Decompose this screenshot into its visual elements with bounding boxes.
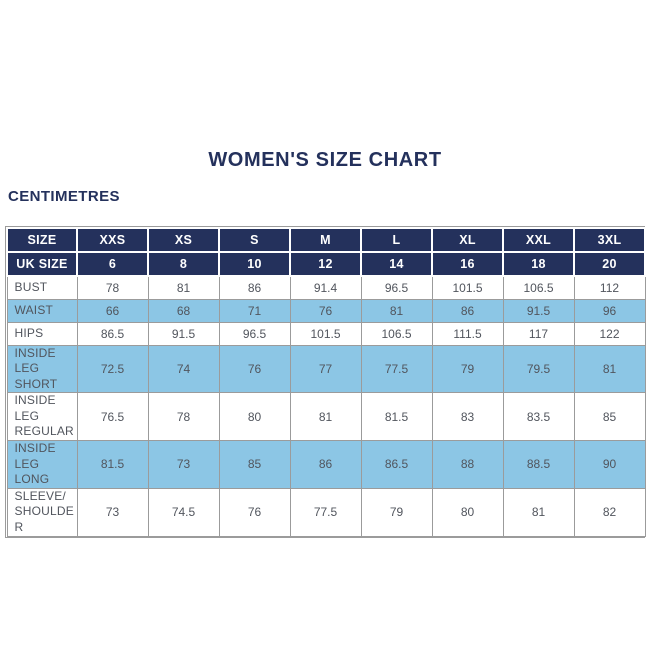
uk-size-value: 18 <box>502 251 575 277</box>
uk-size-value: 20 <box>573 251 646 277</box>
header-cell-l: L <box>360 227 433 253</box>
header-row-uk-size: UK SIZE 6 8 10 12 14 16 18 20 <box>6 251 646 277</box>
uk-size-value: 6 <box>76 251 149 277</box>
cell-value: 68 <box>147 298 220 323</box>
uk-size-value: 14 <box>360 251 433 277</box>
cell-value: 81 <box>289 392 362 442</box>
cell-value: 91.4 <box>289 275 362 300</box>
cell-value: 76 <box>218 344 291 394</box>
uk-size-value: 10 <box>218 251 291 277</box>
cell-value: 86 <box>431 298 504 323</box>
cell-value: 74.5 <box>147 487 220 537</box>
cell-value: 73 <box>147 440 220 489</box>
uk-size-value: 16 <box>431 251 504 277</box>
uk-size-value: 8 <box>147 251 220 277</box>
cell-value: 76.5 <box>76 392 149 442</box>
cell-value: 79 <box>431 344 504 394</box>
row-label: BUST <box>6 275 78 300</box>
cell-value: 85 <box>573 392 646 442</box>
cell-value: 76 <box>218 487 291 537</box>
cell-value: 76 <box>289 298 362 323</box>
table-row-sleeve-shoulder: SLEEVE/ SHOULDER 73 74.5 76 77.5 79 80 8… <box>6 487 646 537</box>
table-row-waist: WAIST 66 68 71 76 81 86 91.5 96 <box>6 298 646 323</box>
row-label: HIPS <box>6 321 78 346</box>
header-cell-3xl: 3XL <box>573 227 646 253</box>
header-cell-xs: XS <box>147 227 220 253</box>
cell-value: 77.5 <box>289 487 362 537</box>
cell-value: 85 <box>218 440 291 489</box>
table-row-inside-leg-short: INSIDE LEG SHORT 72.5 74 76 77 77.5 79 7… <box>6 344 646 394</box>
cell-value: 101.5 <box>289 321 362 346</box>
cell-value: 81 <box>573 344 646 394</box>
header-cell-xxl: XXL <box>502 227 575 253</box>
cell-value: 74 <box>147 344 220 394</box>
units-label: CENTIMETRES <box>8 188 120 205</box>
header-cell-s: S <box>218 227 291 253</box>
row-label: INSIDE LEG REGULAR <box>6 392 78 442</box>
row-label: WAIST <box>6 298 78 323</box>
cell-value: 122 <box>573 321 646 346</box>
row-label: INSIDE LEG LONG <box>6 440 78 489</box>
cell-value: 96.5 <box>360 275 433 300</box>
cell-value: 83.5 <box>502 392 575 442</box>
row-label: INSIDE LEG SHORT <box>6 344 78 394</box>
cell-value: 71 <box>218 298 291 323</box>
cell-value: 77 <box>289 344 362 394</box>
cell-value: 80 <box>431 487 504 537</box>
cell-value: 111.5 <box>431 321 504 346</box>
uk-size-value: 12 <box>289 251 362 277</box>
cell-value: 78 <box>147 392 220 442</box>
header-row-size: SIZE XXS XS S M L XL XXL 3XL <box>6 227 646 253</box>
cell-value: 78 <box>76 275 149 300</box>
cell-value: 81 <box>502 487 575 537</box>
cell-value: 86 <box>218 275 291 300</box>
cell-value: 81.5 <box>76 440 149 489</box>
cell-value: 86.5 <box>76 321 149 346</box>
cell-value: 82 <box>573 487 646 537</box>
header-cell-size: SIZE <box>6 227 78 253</box>
cell-value: 81 <box>360 298 433 323</box>
cell-value: 96 <box>573 298 646 323</box>
cell-value: 112 <box>573 275 646 300</box>
header-cell-xl: XL <box>431 227 504 253</box>
cell-value: 83 <box>431 392 504 442</box>
cell-value: 88.5 <box>502 440 575 489</box>
cell-value: 117 <box>502 321 575 346</box>
page-title: WOMEN'S SIZE CHART <box>208 149 442 171</box>
cell-value: 90 <box>573 440 646 489</box>
cell-value: 80 <box>218 392 291 442</box>
cell-value: 86.5 <box>360 440 433 489</box>
table-row-hips: HIPS 86.5 91.5 96.5 101.5 106.5 111.5 11… <box>6 321 646 346</box>
cell-value: 81 <box>147 275 220 300</box>
cell-value: 66 <box>76 298 149 323</box>
cell-value: 73 <box>76 487 149 537</box>
cell-value: 88 <box>431 440 504 489</box>
header-cell-xxs: XXS <box>76 227 149 253</box>
cell-value: 79.5 <box>502 344 575 394</box>
cell-value: 106.5 <box>360 321 433 346</box>
row-label: SLEEVE/ SHOULDER <box>6 487 78 537</box>
cell-value: 96.5 <box>218 321 291 346</box>
cell-value: 91.5 <box>147 321 220 346</box>
cell-value: 101.5 <box>431 275 504 300</box>
uk-size-label: UK SIZE <box>6 251 78 277</box>
cell-value: 77.5 <box>360 344 433 394</box>
cell-value: 86 <box>289 440 362 489</box>
cell-value: 106.5 <box>502 275 575 300</box>
cell-value: 72.5 <box>76 344 149 394</box>
cell-value: 81.5 <box>360 392 433 442</box>
cell-value: 91.5 <box>502 298 575 323</box>
size-chart-table: SIZE XXS XS S M L XL XXL 3XL UK SIZE 6 8… <box>5 226 646 538</box>
table-row-bust: BUST 78 81 86 91.4 96.5 101.5 106.5 112 <box>6 275 646 300</box>
cell-value: 79 <box>360 487 433 537</box>
table-row-inside-leg-regular: INSIDE LEG REGULAR 76.5 78 80 81 81.5 83… <box>6 392 646 442</box>
header-cell-m: M <box>289 227 362 253</box>
table-row-inside-leg-long: INSIDE LEG LONG 81.5 73 85 86 86.5 88 88… <box>6 440 646 489</box>
